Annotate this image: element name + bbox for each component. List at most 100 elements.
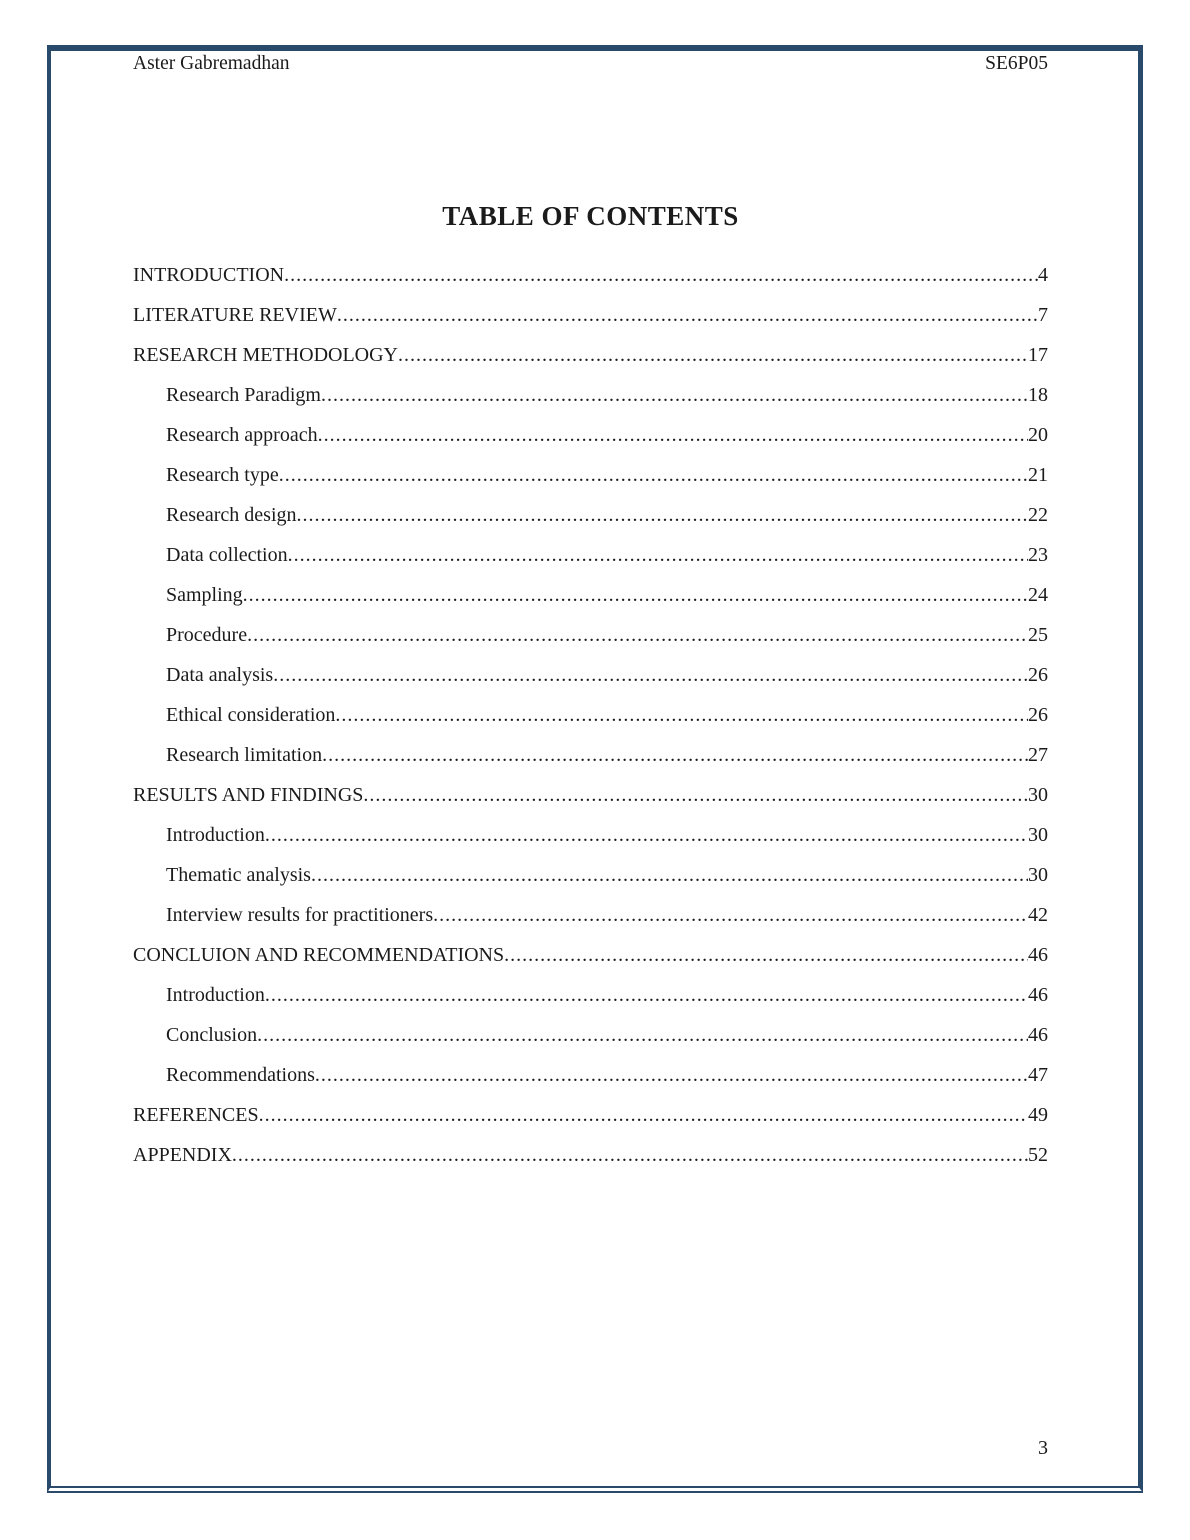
toc-dot-leader: ........................................… <box>322 743 1028 766</box>
toc-entry-label: RESEARCH METHODOLOGY <box>133 343 398 366</box>
toc-entry-label: Research type <box>166 463 279 486</box>
toc-dot-leader: ........................................… <box>314 1063 1028 1086</box>
toc-entry[interactable]: Thematic analysis.......................… <box>133 855 1048 895</box>
toc-entry-page-number: 7 <box>1038 303 1048 326</box>
toc-entry-label: Thematic analysis <box>166 863 311 886</box>
toc-entry-page-number: 46 <box>1028 983 1048 1006</box>
toc-entry[interactable]: Recommendations.........................… <box>133 1055 1048 1095</box>
toc-dot-leader: ........................................… <box>231 1143 1028 1166</box>
toc-dot-leader: ........................................… <box>242 583 1028 606</box>
toc-entry-page-number: 4 <box>1038 263 1048 286</box>
header-course-code: SE6P05 <box>985 53 1048 74</box>
toc-entry-page-number: 23 <box>1028 543 1048 566</box>
toc-entry[interactable]: Research limitation.....................… <box>133 735 1048 775</box>
toc-entry[interactable]: CONCLUION AND RECOMMENDATIONS...........… <box>133 935 1048 975</box>
toc-entry-label: Recommendations <box>166 1063 315 1086</box>
toc-entry-page-number: 24 <box>1028 583 1048 606</box>
toc-entry[interactable]: INTRODUCTION............................… <box>133 255 1048 295</box>
toc-dot-leader: ........................................… <box>317 423 1028 446</box>
toc-entry-label: CONCLUION AND RECOMMENDATIONS <box>133 943 505 966</box>
toc-entry-page-number: 42 <box>1028 903 1048 926</box>
toc-entry[interactable]: RESULTS AND FINDINGS....................… <box>133 775 1048 815</box>
toc-dot-leader: ........................................… <box>257 1023 1028 1046</box>
toc-title: TABLE OF CONTENTS <box>442 201 739 232</box>
toc-entry[interactable]: Research type...........................… <box>133 455 1048 495</box>
toc-dot-leader: ........................................… <box>504 943 1028 966</box>
toc-entry[interactable]: Data analysis...........................… <box>133 655 1048 695</box>
toc-entry[interactable]: Research design.........................… <box>133 495 1048 535</box>
toc-entry-label: Sampling <box>166 583 243 606</box>
toc-entry-page-number: 26 <box>1028 663 1048 686</box>
toc-entry-page-number: 18 <box>1028 383 1048 406</box>
toc-entry[interactable]: Research Paradigm.......................… <box>133 375 1048 415</box>
toc-entry-label: Introduction <box>166 983 265 1006</box>
toc-entry-label: Data analysis <box>166 663 274 686</box>
toc-entry-page-number: 46 <box>1028 1023 1048 1046</box>
toc-dot-leader: ........................................… <box>264 983 1028 1006</box>
toc-entry-label: REFERENCES <box>133 1103 259 1126</box>
toc-list: INTRODUCTION............................… <box>133 255 1048 1175</box>
toc-entry[interactable]: Data collection.........................… <box>133 535 1048 575</box>
toc-entry-page-number: 30 <box>1028 783 1048 806</box>
toc-entry-page-number: 49 <box>1028 1103 1048 1126</box>
toc-dot-leader: ........................................… <box>264 823 1028 846</box>
toc-dot-leader: ........................................… <box>363 783 1028 806</box>
toc-entry-label: INTRODUCTION <box>133 263 285 286</box>
toc-entry-label: Procedure <box>166 623 248 646</box>
toc-dot-leader: ........................................… <box>296 503 1028 526</box>
toc-entry-page-number: 17 <box>1028 343 1048 366</box>
toc-dot-leader: ........................................… <box>284 263 1038 286</box>
toc-entry[interactable]: REFERENCES..............................… <box>133 1095 1048 1135</box>
toc-entry[interactable]: Interview results for practitioners.....… <box>133 895 1048 935</box>
toc-entry[interactable]: Conclusion..............................… <box>133 1015 1048 1055</box>
toc-entry[interactable]: Research approach.......................… <box>133 415 1048 455</box>
toc-dot-leader: ........................................… <box>287 543 1028 566</box>
toc-dot-leader: ........................................… <box>258 1103 1028 1126</box>
toc-entry-label: Ethical consideration <box>166 703 336 726</box>
toc-entry[interactable]: RESEARCH METHODOLOGY....................… <box>133 335 1048 375</box>
toc-entry[interactable]: Procedure...............................… <box>133 615 1048 655</box>
toc-entry[interactable]: LITERATURE REVIEW.......................… <box>133 295 1048 335</box>
toc-entry-page-number: 20 <box>1028 423 1048 446</box>
toc-entry-page-number: 46 <box>1028 943 1048 966</box>
toc-entry-label: APPENDIX <box>133 1143 232 1166</box>
toc-dot-leader: ........................................… <box>335 703 1028 726</box>
toc-entry-page-number: 47 <box>1028 1063 1048 1086</box>
toc-dot-leader: ........................................… <box>398 343 1028 366</box>
toc-entry-label: Research Paradigm <box>166 383 321 406</box>
toc-entry-label: RESULTS AND FINDINGS <box>133 783 364 806</box>
toc-entry-label: Research limitation <box>166 743 323 766</box>
toc-dot-leader: ........................................… <box>320 383 1028 406</box>
page-content-area: Aster Gabremadhan SE6P05 TABLE OF CONTEN… <box>51 51 1138 1486</box>
toc-entry-label: Research design <box>166 503 297 526</box>
toc-entry-page-number: 52 <box>1028 1143 1048 1166</box>
toc-entry[interactable]: Introduction............................… <box>133 815 1048 855</box>
toc-entry-page-number: 25 <box>1028 623 1048 646</box>
toc-entry-label: Interview results for practitioners <box>166 903 434 926</box>
page-number: 3 <box>1038 1437 1048 1459</box>
header-author: Aster Gabremadhan <box>133 53 290 74</box>
toc-entry-page-number: 30 <box>1028 863 1048 886</box>
document-page: Aster Gabremadhan SE6P05 TABLE OF CONTEN… <box>47 45 1143 1493</box>
toc-entry[interactable]: Ethical consideration...................… <box>133 695 1048 735</box>
toc-entry-page-number: 21 <box>1028 463 1048 486</box>
toc-entry[interactable]: Sampling................................… <box>133 575 1048 615</box>
toc-dot-leader: ........................................… <box>247 623 1028 646</box>
toc-entry-page-number: 22 <box>1028 503 1048 526</box>
toc-entry-label: Research approach <box>166 423 318 446</box>
toc-entry-label: Introduction <box>166 823 265 846</box>
toc-entry-page-number: 27 <box>1028 743 1048 766</box>
toc-entry[interactable]: Introduction............................… <box>133 975 1048 1015</box>
toc-entry[interactable]: APPENDIX................................… <box>133 1135 1048 1175</box>
toc-dot-leader: ........................................… <box>278 463 1028 486</box>
toc-entry-label: LITERATURE REVIEW <box>133 303 337 326</box>
toc-entry-label: Data collection <box>166 543 288 566</box>
toc-entry-page-number: 30 <box>1028 823 1048 846</box>
toc-dot-leader: ........................................… <box>336 303 1038 326</box>
toc-entry-page-number: 26 <box>1028 703 1048 726</box>
toc-dot-leader: ........................................… <box>310 863 1028 886</box>
toc-dot-leader: ........................................… <box>273 663 1028 686</box>
toc-dot-leader: ........................................… <box>433 903 1028 926</box>
toc-entry-label: Conclusion <box>166 1023 258 1046</box>
document-header: Aster Gabremadhan SE6P05 <box>133 51 1048 76</box>
